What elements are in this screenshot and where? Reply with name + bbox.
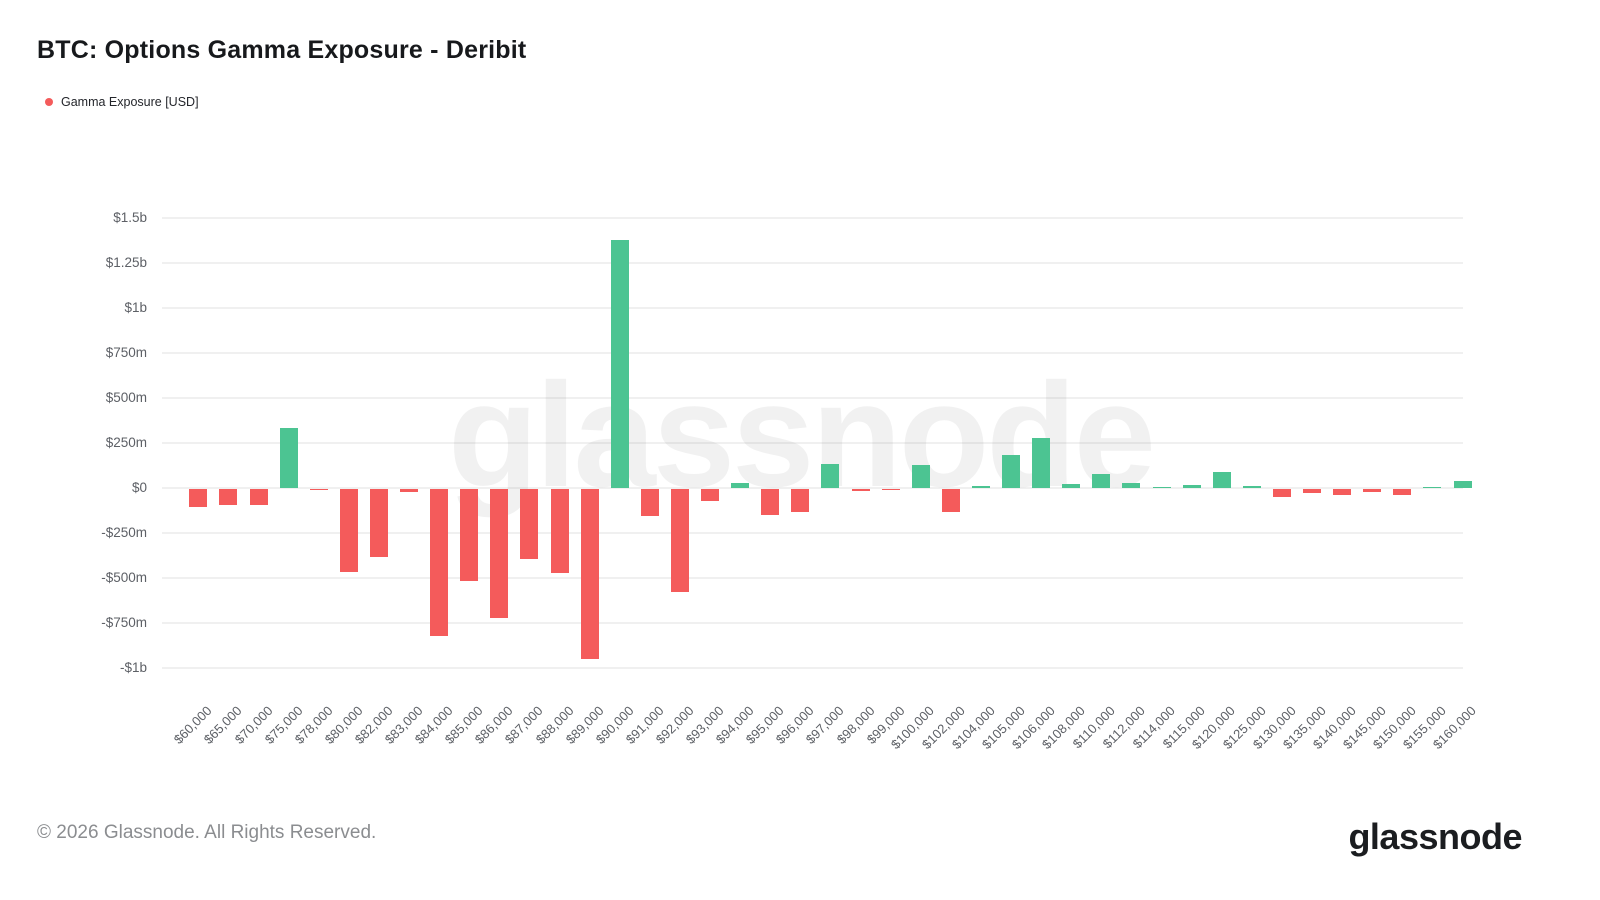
- y-axis-tick-label: $1.25b: [105, 255, 147, 270]
- bar[interactable]: [851, 489, 870, 491]
- bar[interactable]: [761, 489, 780, 515]
- gridline: [162, 487, 1463, 489]
- gridline: [162, 577, 1463, 579]
- y-axis-tick-label: -$1b: [119, 660, 147, 675]
- bar[interactable]: [1032, 438, 1051, 488]
- bar[interactable]: [971, 486, 990, 488]
- legend-dot-icon: [45, 98, 53, 106]
- bar[interactable]: [1062, 484, 1081, 488]
- bar[interactable]: [701, 489, 719, 501]
- bar[interactable]: [821, 464, 840, 488]
- bar[interactable]: [1212, 472, 1231, 488]
- gridline: [162, 262, 1463, 264]
- gridline: [162, 667, 1463, 669]
- y-axis-tick-label: $750m: [105, 345, 147, 360]
- bar[interactable]: [791, 489, 810, 512]
- y-axis-tick-label: $1b: [124, 300, 147, 315]
- y-axis-tick-label: -$500m: [101, 570, 147, 585]
- bar[interactable]: [369, 489, 388, 557]
- bar[interactable]: [1152, 487, 1171, 488]
- bar[interactable]: [1002, 455, 1020, 488]
- bar[interactable]: [731, 483, 750, 488]
- bar[interactable]: [1272, 489, 1291, 497]
- bar[interactable]: [460, 489, 479, 581]
- y-axis-tick-label: -$750m: [101, 615, 147, 630]
- bar[interactable]: [279, 428, 298, 488]
- gridline: [162, 622, 1463, 624]
- gridline: [162, 217, 1463, 219]
- bar[interactable]: [490, 489, 509, 618]
- bar[interactable]: [189, 489, 208, 507]
- bar[interactable]: [941, 489, 960, 512]
- gridline: [162, 442, 1463, 444]
- bar[interactable]: [640, 489, 659, 516]
- legend-item-gamma-exposure[interactable]: Gamma Exposure [USD]: [45, 95, 199, 109]
- bar[interactable]: [1393, 489, 1412, 495]
- bar[interactable]: [1423, 487, 1442, 488]
- bar[interactable]: [1122, 483, 1141, 488]
- gridline: [162, 532, 1463, 534]
- y-axis-tick-label: -$250m: [101, 525, 147, 540]
- copyright-text: © 2026 Glassnode. All Rights Reserved.: [37, 822, 377, 843]
- bar[interactable]: [881, 489, 900, 490]
- bar[interactable]: [400, 489, 418, 492]
- bar[interactable]: [550, 489, 569, 573]
- gridline: [162, 352, 1463, 354]
- bar[interactable]: [1453, 481, 1472, 488]
- bar[interactable]: [1303, 489, 1321, 493]
- bar[interactable]: [580, 489, 599, 659]
- y-axis-tick-label: $250m: [105, 435, 147, 450]
- gridline: [162, 307, 1463, 309]
- bar[interactable]: [610, 240, 629, 488]
- gridline: [162, 397, 1463, 399]
- bar[interactable]: [1333, 489, 1352, 495]
- bar[interactable]: [670, 489, 689, 592]
- y-axis-tick-label: $0: [131, 480, 147, 495]
- y-axis-tick-label: $500m: [105, 390, 147, 405]
- bar[interactable]: [219, 489, 238, 505]
- bar[interactable]: [520, 489, 539, 559]
- bar[interactable]: [911, 465, 930, 488]
- chart-title: BTC: Options Gamma Exposure - Deribit: [37, 36, 527, 64]
- bar[interactable]: [1242, 486, 1261, 488]
- bar[interactable]: [309, 489, 328, 490]
- legend-label: Gamma Exposure [USD]: [61, 95, 199, 109]
- bar[interactable]: [1092, 474, 1111, 488]
- bar[interactable]: [339, 489, 358, 572]
- y-axis-tick-label: $1.5b: [113, 210, 147, 225]
- bar[interactable]: [1363, 489, 1382, 492]
- bar[interactable]: [249, 489, 268, 505]
- bar[interactable]: [1182, 485, 1201, 488]
- glassnode-logo: glassnode: [1348, 816, 1522, 857]
- bar[interactable]: [430, 489, 449, 636]
